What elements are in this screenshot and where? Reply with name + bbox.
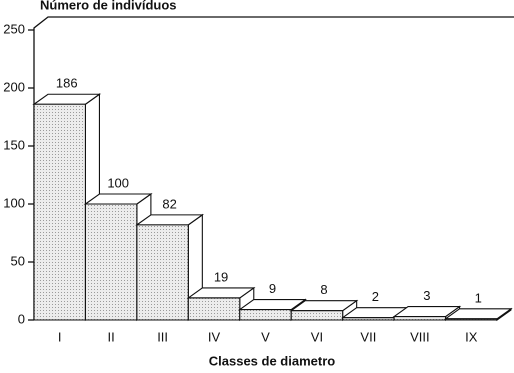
value-label: 2 [372, 289, 379, 304]
value-label: 82 [162, 196, 176, 211]
y-tick-label: 250 [3, 21, 25, 36]
value-label: 100 [107, 175, 129, 190]
bar-face [290, 310, 344, 321]
x-tick-label: VII [360, 329, 376, 344]
y-tick-label: 200 [3, 79, 25, 94]
bar-face [342, 317, 395, 321]
bar-face [187, 297, 241, 321]
x-tick-label: IV [208, 329, 221, 344]
x-tick-label: III [157, 329, 168, 344]
bar-face [33, 103, 86, 321]
y-tick-label: 100 [3, 195, 25, 210]
chart-title: Número de indivíduos [40, 0, 177, 12]
y-tick-label: 0 [18, 311, 25, 326]
bar-face [136, 224, 189, 321]
x-axis-title: Classes de diametro [209, 353, 336, 368]
bar-face [239, 309, 292, 321]
y-tick-label: 50 [11, 253, 25, 268]
bar-face [445, 318, 498, 321]
bar-face [84, 203, 138, 321]
bar [443, 307, 513, 322]
x-tick-label: I [58, 329, 62, 344]
x-tick-label: IX [465, 329, 478, 344]
value-label: 8 [320, 282, 327, 297]
value-label: 19 [214, 269, 228, 284]
x-tick-label: VIII [410, 329, 430, 344]
x-tick-label: V [261, 329, 270, 344]
value-label: 3 [423, 288, 430, 303]
x-tick-label: II [108, 329, 115, 344]
x-tick-label: VI [311, 329, 323, 344]
y-tick-label: 150 [3, 137, 25, 152]
bar [289, 299, 359, 322]
value-label: 186 [56, 76, 78, 91]
value-label: 1 [475, 290, 482, 305]
bar-face [393, 315, 447, 321]
value-label: 9 [269, 281, 276, 296]
